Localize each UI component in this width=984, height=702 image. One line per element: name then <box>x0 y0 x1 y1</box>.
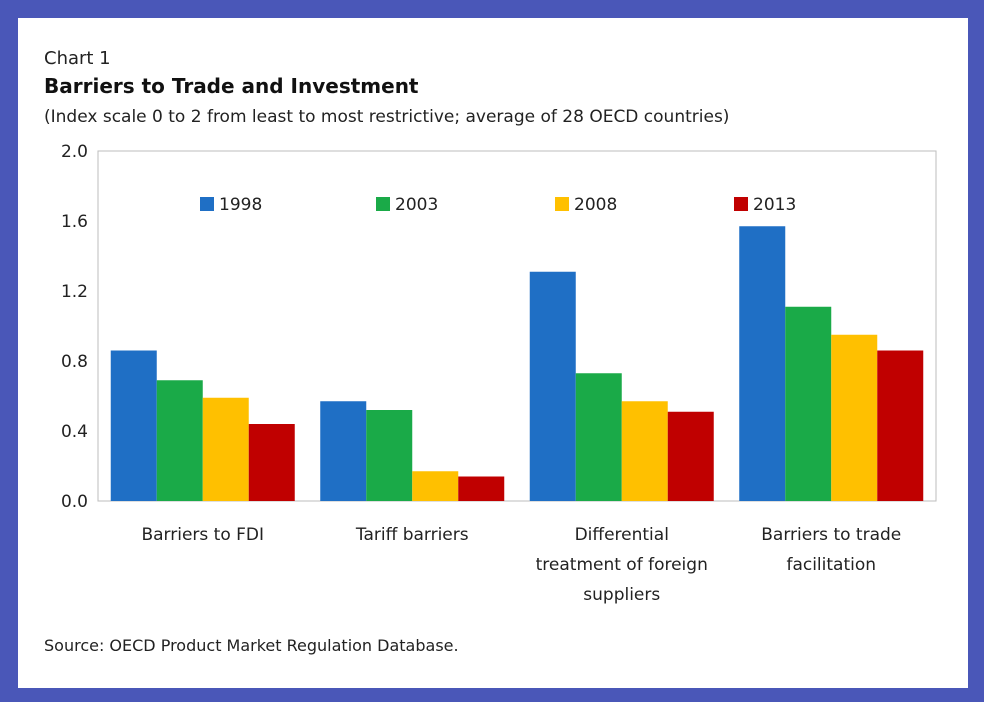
category-label: Differential <box>575 525 669 545</box>
legend-label: 2013 <box>753 195 796 215</box>
y-tick-label: 0.4 <box>61 422 88 442</box>
legend-item-2003: 2003 <box>376 195 438 215</box>
legend-label: 1998 <box>219 195 262 215</box>
bar-2003-0 <box>156 380 203 501</box>
legend-item-1998: 1998 <box>200 195 262 215</box>
category-label: treatment of foreign <box>536 555 708 575</box>
chart-title: Barriers to Trade and Investment <box>44 74 419 98</box>
legend-swatch <box>376 197 390 211</box>
chart-subtitle: (Index scale 0 to 2 from least to most r… <box>44 107 730 127</box>
bar-2008-1 <box>412 471 459 501</box>
bar-2008-3 <box>831 334 878 501</box>
category-label: Tariff barriers <box>355 525 469 545</box>
bar-1998-2 <box>529 271 576 501</box>
legend-swatch <box>200 197 214 211</box>
legend-swatch <box>555 197 569 211</box>
bar-1998-3 <box>739 226 786 501</box>
y-tick-label: 1.2 <box>61 282 88 302</box>
y-tick-label: 0.0 <box>61 492 88 512</box>
legend-item-2008: 2008 <box>555 195 617 215</box>
source-note: Source: OECD Product Market Regulation D… <box>44 636 459 655</box>
chart-frame: Chart 1 Barriers to Trade and Investment… <box>18 18 968 688</box>
bar-1998-1 <box>320 401 367 501</box>
plot-area <box>97 150 937 502</box>
bar-2003-3 <box>785 306 832 501</box>
legend-label: 2003 <box>395 195 438 215</box>
bar-2008-2 <box>621 401 668 501</box>
bar-2013-2 <box>667 411 714 501</box>
y-tick-label: 1.6 <box>61 212 88 232</box>
bar-2013-0 <box>248 424 295 501</box>
bar-2008-0 <box>202 397 249 501</box>
bar-2003-1 <box>366 410 413 501</box>
category-label: facilitation <box>786 555 876 575</box>
y-tick-label: 2.0 <box>61 142 88 162</box>
legend-item-2013: 2013 <box>734 195 796 215</box>
legend-swatch <box>734 197 748 211</box>
bar-1998-0 <box>110 350 157 501</box>
bar-chart: 0.0 0.4 0.8 1.2 1.6 2.0 Barriers to FDI Tariff … <box>61 142 937 605</box>
chart-number: Chart 1 <box>44 48 111 69</box>
bar-2013-1 <box>458 476 505 501</box>
category-label: suppliers <box>583 585 660 605</box>
category-label: Barriers to FDI <box>141 525 264 545</box>
category-label: Barriers to trade <box>761 525 901 545</box>
y-tick-label: 0.8 <box>61 352 88 372</box>
legend-label: 2008 <box>574 195 617 215</box>
bar-2013-3 <box>877 350 924 501</box>
bar-2003-2 <box>575 373 622 501</box>
